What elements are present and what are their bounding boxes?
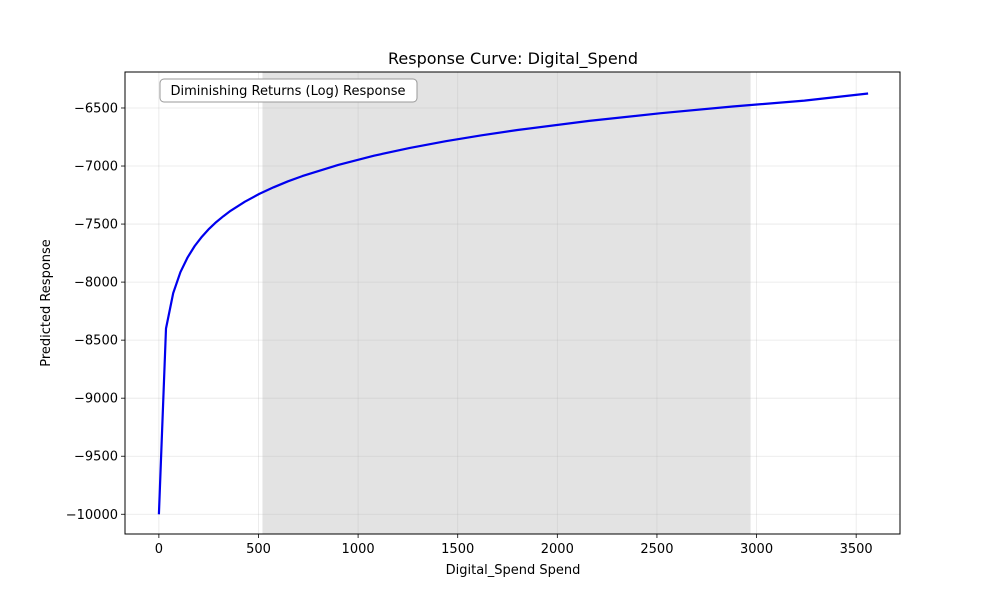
y-tick-label: −10000 (66, 508, 118, 523)
series-layer (157, 92, 869, 515)
shaded-region-layer (262, 72, 751, 534)
x-tick-label: 1500 (441, 542, 474, 557)
y-axis-label: Predicted Response (39, 239, 54, 367)
x-tick-label: 2000 (541, 542, 574, 557)
x-tick-label: 3500 (840, 542, 873, 557)
response-curve-line (157, 92, 869, 515)
grid-layer (125, 72, 900, 534)
x-tick-label: 0 (155, 542, 163, 557)
y-tick-label: −7500 (74, 218, 118, 233)
shaded-region (262, 72, 751, 534)
annotation-text: Diminishing Returns (Log) Response (171, 84, 406, 99)
y-axis-ticks: −10000 −9500 −9000 −8500 −8000 −7500 −7000 −650… (66, 101, 125, 523)
x-tick-label: 3000 (740, 542, 773, 557)
x-tick-label: 2500 (640, 542, 673, 557)
y-tick-label: −9500 (74, 450, 118, 465)
y-tick-label: −9000 (74, 392, 118, 407)
x-tick-label: 1000 (342, 542, 375, 557)
annotation-box-frame (159, 78, 418, 103)
chart-title: Response Curve: Digital_Spend (388, 49, 638, 69)
y-tick-label: −7000 (74, 160, 118, 175)
y-tick-label: −6500 (74, 101, 118, 116)
x-axis-label: Digital_Spend Spend (446, 563, 581, 578)
x-tick-label: 500 (246, 542, 271, 557)
y-tick-label: −8000 (74, 276, 118, 291)
y-tick-label: −8500 (74, 334, 118, 349)
plot-frame (124, 71, 901, 535)
x-axis-ticks: 0 500 1000 1500 2000 2500 3000 3500 (155, 534, 873, 557)
annotation-box: Diminishing Returns (Log) Response (159, 78, 418, 103)
